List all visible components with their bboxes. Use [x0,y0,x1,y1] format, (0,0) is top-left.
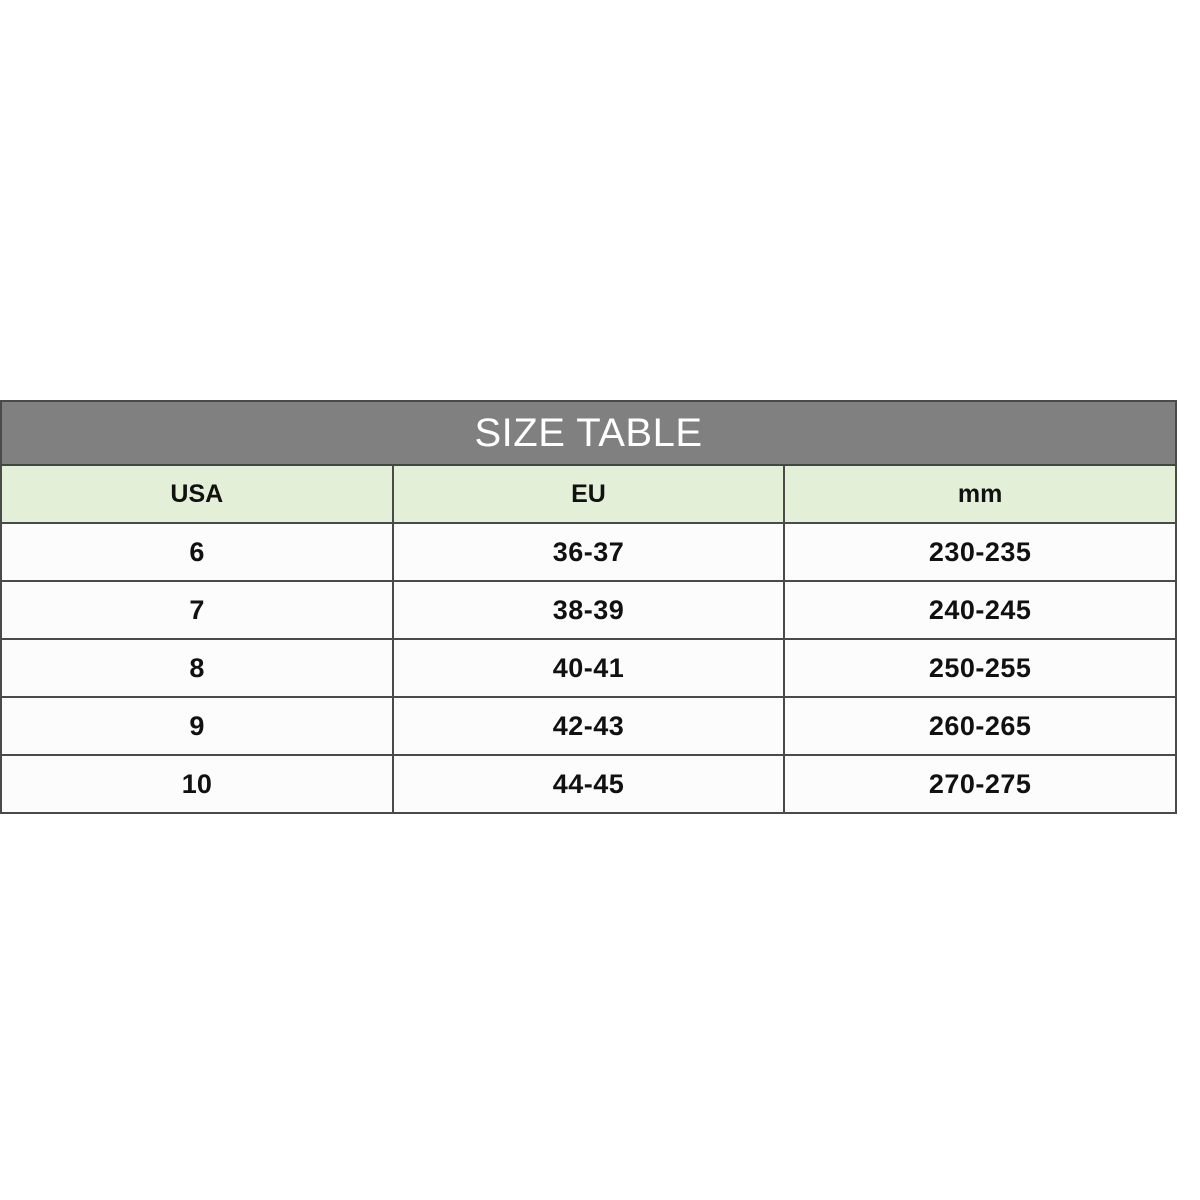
cell-eu: 42-43 [391,696,786,756]
column-header-mm: mm [783,464,1177,524]
cell-mm: 240-245 [783,580,1177,640]
table-row: 7 38-39 240-245 [0,580,1177,640]
cell-usa: 9 [0,696,394,756]
table-title-row: SIZE TABLE [0,400,1177,466]
table-row: 6 36-37 230-235 [0,522,1177,582]
cell-mm: 230-235 [783,522,1177,582]
cell-usa: 10 [0,754,394,814]
cell-usa: 8 [0,638,394,698]
column-header-eu: EU [391,464,786,524]
cell-mm: 260-265 [783,696,1177,756]
table-row: 10 44-45 270-275 [0,754,1177,814]
cell-eu: 36-37 [391,522,786,582]
column-header-row: USA EU mm [0,464,1177,524]
cell-mm: 270-275 [783,754,1177,814]
table-row: 8 40-41 250-255 [0,638,1177,698]
cell-eu: 38-39 [391,580,786,640]
size-table-container: SIZE TABLE USA EU mm 6 36-37 230-235 7 3… [0,400,1177,814]
cell-mm: 250-255 [783,638,1177,698]
cell-eu: 44-45 [391,754,786,814]
page-title: SIZE TABLE [0,400,1177,466]
table-row: 9 42-43 260-265 [0,696,1177,756]
cell-usa: 6 [0,522,394,582]
size-table: SIZE TABLE USA EU mm 6 36-37 230-235 7 3… [0,400,1177,814]
size-table-head: SIZE TABLE USA EU mm [0,400,1177,524]
cell-eu: 40-41 [391,638,786,698]
cell-usa: 7 [0,580,394,640]
column-header-usa: USA [0,464,394,524]
size-table-body: 6 36-37 230-235 7 38-39 240-245 8 40-41 … [0,522,1177,814]
